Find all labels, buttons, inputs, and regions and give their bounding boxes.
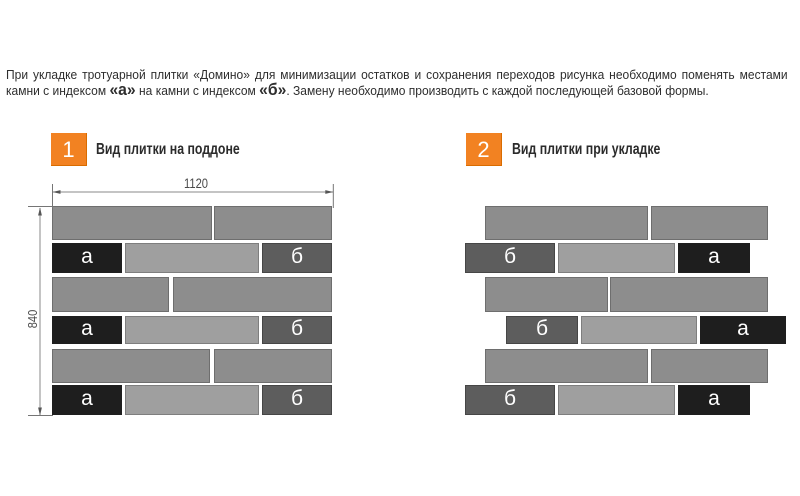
svg-text:1120: 1120 (184, 176, 208, 191)
svg-text:840: 840 (25, 310, 40, 329)
